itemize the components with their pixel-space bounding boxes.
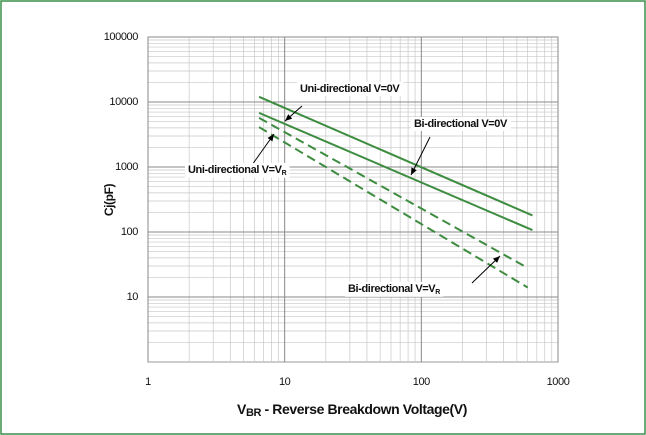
annotation-text: Bi-directional V=V xyxy=(348,283,436,295)
arrow xyxy=(251,133,275,166)
lines xyxy=(258,95,533,289)
annotation-box xyxy=(297,81,404,96)
series-line xyxy=(258,111,533,232)
x-label-main: V xyxy=(237,401,247,417)
x-label-rest: - Reverse Breakdown Voltage(V) xyxy=(261,401,467,417)
annotation-box xyxy=(345,281,444,297)
annotation-sub: R xyxy=(435,289,440,296)
x-tick-label: 1 xyxy=(145,376,151,388)
x-label-sub: BR xyxy=(246,407,262,419)
annotation-sub: R xyxy=(282,170,287,177)
x-tick-label: 10 xyxy=(279,376,291,388)
x-tick-label: 1000 xyxy=(547,376,570,388)
annotation-box xyxy=(411,116,512,131)
series-line xyxy=(258,126,529,289)
annotation-box xyxy=(185,162,290,178)
annotation: Uni-directional V=0V xyxy=(300,83,400,95)
series-line xyxy=(258,95,533,217)
y-tick-label: 1000 xyxy=(115,161,138,173)
y-tick-label: 10000 xyxy=(109,96,138,108)
annotation: Bi-directional V=VR xyxy=(348,283,440,296)
y-tick-label: 100 xyxy=(121,226,138,238)
arrow xyxy=(471,255,501,284)
annotations: Uni-directional V=0V Bi-directional V=0V… xyxy=(185,81,512,297)
annotation: Bi-directional V=0V xyxy=(414,118,508,130)
series-line xyxy=(258,116,529,269)
y-tick-label: 10 xyxy=(127,291,139,303)
x-axis-label: VBR - Reverse Breakdown Voltage(V) xyxy=(237,401,467,419)
x-tick-label: 100 xyxy=(413,376,430,388)
arrow xyxy=(410,136,431,176)
y-tick-label: 100000 xyxy=(104,31,139,43)
arrow xyxy=(284,105,303,122)
annotation-text: Uni-directional V=V xyxy=(188,164,283,176)
y-axis-label: Cj(pF) xyxy=(102,183,116,216)
annotation: Uni-directional V=VR xyxy=(188,164,287,177)
